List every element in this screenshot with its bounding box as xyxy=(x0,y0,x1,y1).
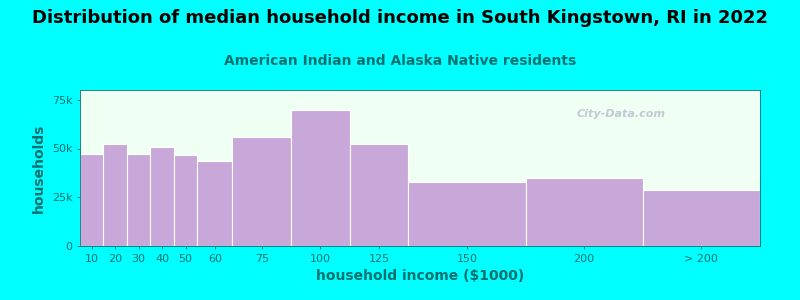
Bar xyxy=(174,155,198,246)
Bar xyxy=(103,144,127,246)
Text: Distribution of median household income in South Kingstown, RI in 2022: Distribution of median household income … xyxy=(32,9,768,27)
Bar xyxy=(198,161,233,246)
Text: City-Data.com: City-Data.com xyxy=(576,109,666,119)
Bar xyxy=(233,137,291,246)
Text: American Indian and Alaska Native residents: American Indian and Alaska Native reside… xyxy=(224,54,576,68)
Bar xyxy=(291,110,350,246)
Bar xyxy=(350,144,408,246)
Bar xyxy=(150,147,174,246)
Bar xyxy=(80,154,103,246)
Bar xyxy=(526,178,642,246)
Bar xyxy=(127,154,150,246)
X-axis label: household income ($1000): household income ($1000) xyxy=(316,269,524,283)
Bar xyxy=(642,190,760,246)
Bar xyxy=(408,182,526,246)
Y-axis label: households: households xyxy=(32,123,46,213)
